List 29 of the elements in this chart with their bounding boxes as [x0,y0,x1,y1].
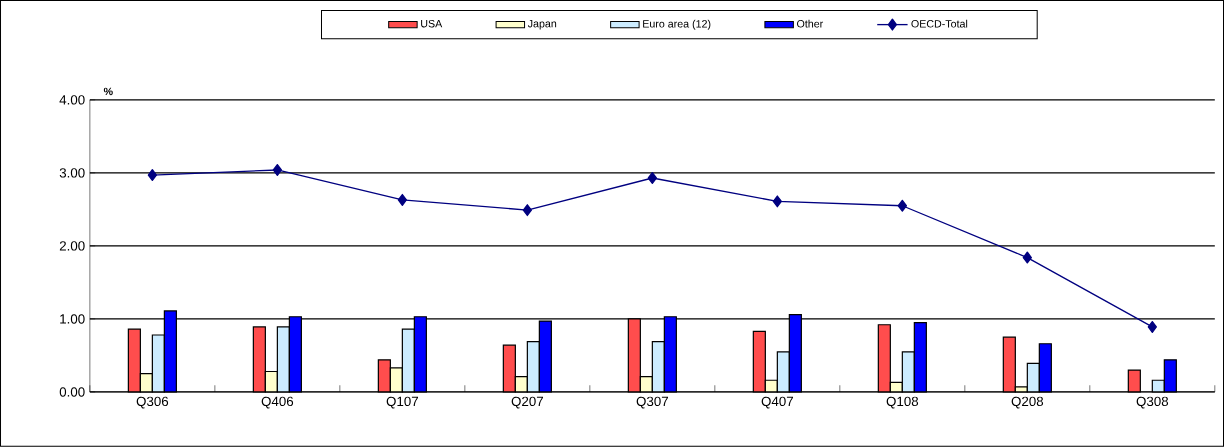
point [772,195,783,208]
x-tick-label: Q307 [636,396,668,409]
point [147,169,158,182]
legend-label: Japan [527,20,557,30]
x-tick-label: Q308 [1136,396,1169,409]
point [1147,321,1157,334]
x-tick-label: Q108 [886,396,919,409]
x-tick-label: Q207 [511,396,543,409]
x-tick-label: Q407 [761,396,793,409]
y-tick-label: 4.00 [59,95,85,105]
point [397,194,408,207]
x-tick-label: Q406 [261,396,294,409]
point [272,164,283,177]
y-tick-label: 0.00 [59,387,85,397]
point [647,172,658,185]
y-tick-label: 2.00 [59,241,85,251]
x-tick-label: Q107 [386,396,419,409]
point [897,199,908,212]
legend-label: OECD-Total [911,19,968,28]
x-tick-label: Q306 [136,396,169,409]
legend-label: Other [797,19,824,28]
y-tick-label: 3.00 [59,168,85,178]
point [522,204,533,217]
y-axis-title: % [103,87,113,96]
x-tick-label: Q208 [1011,396,1044,409]
legend-label: USA [421,20,443,28]
legend-label: Euro area (12) [643,19,711,30]
y-tick-label: 1.00 [60,314,85,324]
point [1022,251,1032,264]
